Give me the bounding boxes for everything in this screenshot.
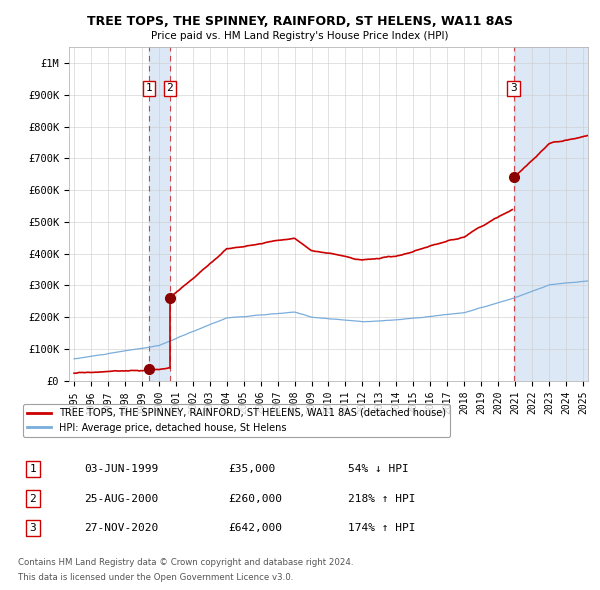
Text: 174% ↑ HPI: 174% ↑ HPI — [348, 523, 415, 533]
Text: Price paid vs. HM Land Registry's House Price Index (HPI): Price paid vs. HM Land Registry's House … — [151, 31, 449, 41]
Text: 27-NOV-2020: 27-NOV-2020 — [84, 523, 158, 533]
Text: 25-AUG-2000: 25-AUG-2000 — [84, 494, 158, 503]
Text: £642,000: £642,000 — [228, 523, 282, 533]
Text: £35,000: £35,000 — [228, 464, 275, 474]
Text: TREE TOPS, THE SPINNEY, RAINFORD, ST HELENS, WA11 8AS: TREE TOPS, THE SPINNEY, RAINFORD, ST HEL… — [87, 15, 513, 28]
Text: £260,000: £260,000 — [228, 494, 282, 503]
Text: 2: 2 — [167, 83, 173, 93]
Bar — [583, 47, 588, 381]
Text: 1: 1 — [146, 83, 152, 93]
Text: 54% ↓ HPI: 54% ↓ HPI — [348, 464, 409, 474]
Text: 2: 2 — [29, 494, 37, 503]
Text: Contains HM Land Registry data © Crown copyright and database right 2024.: Contains HM Land Registry data © Crown c… — [18, 558, 353, 566]
Text: 3: 3 — [510, 83, 517, 93]
Legend: TREE TOPS, THE SPINNEY, RAINFORD, ST HELENS, WA11 8AS (detached house), HPI: Ave: TREE TOPS, THE SPINNEY, RAINFORD, ST HEL… — [23, 404, 450, 437]
Text: This data is licensed under the Open Government Licence v3.0.: This data is licensed under the Open Gov… — [18, 573, 293, 582]
Text: 03-JUN-1999: 03-JUN-1999 — [84, 464, 158, 474]
Text: 1: 1 — [29, 464, 37, 474]
Text: 3: 3 — [29, 523, 37, 533]
Text: 218% ↑ HPI: 218% ↑ HPI — [348, 494, 415, 503]
Bar — [149, 47, 170, 381]
Bar — [514, 47, 588, 381]
